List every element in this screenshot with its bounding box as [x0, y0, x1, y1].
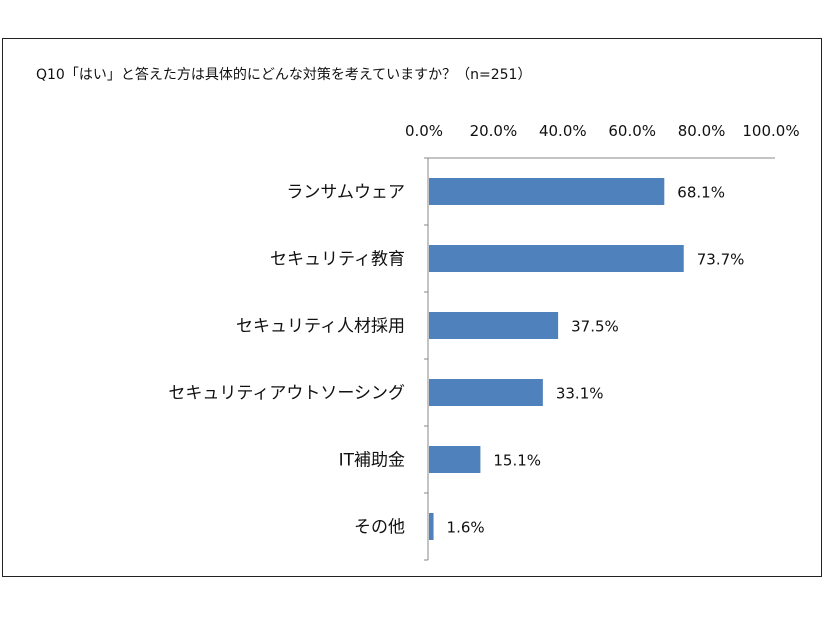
category-label: セキュリティ人材採用	[236, 317, 405, 337]
category-label: セキュリティアウトソーシング	[168, 384, 405, 404]
x-tick-label: 100.0%	[742, 122, 799, 140]
category-label: ランサムウェア	[286, 183, 405, 203]
category-label: IT補助金	[339, 451, 405, 471]
data-label: 15.1%	[493, 452, 541, 470]
chart-frame	[2, 38, 822, 577]
x-tick-label: 0.0%	[405, 122, 443, 140]
x-tick-label: 60.0%	[608, 122, 656, 140]
data-label: 1.6%	[447, 519, 485, 537]
x-tick-label: 20.0%	[470, 122, 518, 140]
data-label: 37.5%	[571, 318, 619, 336]
bar	[429, 178, 665, 205]
bar	[429, 379, 543, 406]
x-tick-label: 80.0%	[678, 122, 726, 140]
data-label: 33.1%	[556, 385, 604, 403]
data-label: 73.7%	[697, 251, 745, 269]
bar	[429, 312, 559, 339]
bar	[429, 446, 481, 473]
data-label: 68.1%	[677, 184, 725, 202]
x-tick-label: 40.0%	[539, 122, 587, 140]
chart-title: Q10「はい」と答えた方は具体的にどんな対策を考えていますか？（n=251）	[36, 67, 532, 83]
bar	[429, 245, 684, 272]
category-label: セキュリティ教育	[270, 250, 405, 270]
category-label: その他	[354, 518, 405, 538]
bar	[429, 513, 434, 540]
